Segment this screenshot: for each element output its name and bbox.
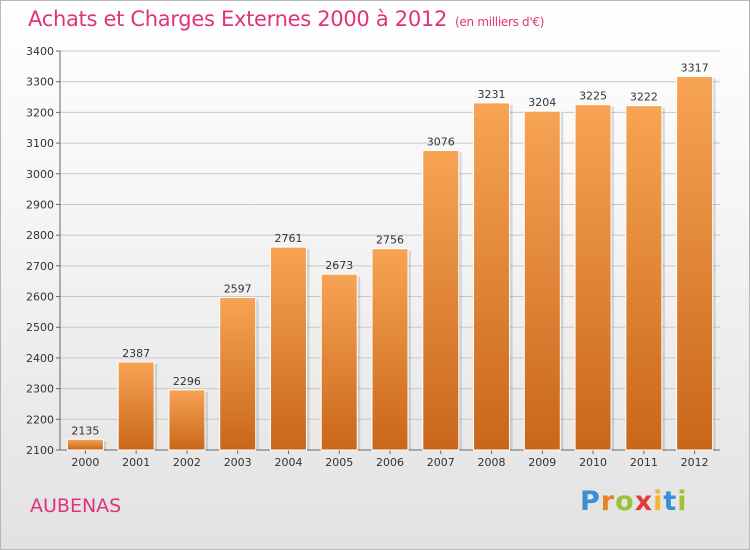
commune-label: AUBENAS (30, 495, 122, 517)
bar-2002 (168, 389, 206, 451)
bar-2000 (66, 438, 104, 451)
x-tick-label: 2010 (579, 456, 607, 469)
y-tick-label: 3400 (26, 45, 54, 58)
y-tick-label: 3200 (26, 106, 54, 119)
x-tick-label: 2006 (376, 456, 404, 469)
label-layer: 2135 2387 2296 2597 2761 2673 2756 3076 3231 3204… (71, 61, 708, 437)
data-label: 2135 (71, 424, 99, 437)
data-label: 2296 (173, 375, 201, 388)
chart-title-text: Achats et Charges Externes 2000 à 2012 (28, 7, 448, 31)
data-label: 2387 (122, 347, 150, 360)
bar-2003 (219, 296, 257, 451)
bar-2001 (117, 361, 155, 451)
data-label: 3317 (681, 61, 709, 74)
y-tick-label: 2400 (26, 352, 54, 365)
x-tick-label: 2009 (528, 456, 556, 469)
y-tick-label: 2200 (26, 413, 54, 426)
y-tick-label: 2500 (26, 321, 54, 334)
y-tick-label: 3300 (26, 76, 54, 89)
x-tick-label: 2000 (71, 456, 99, 469)
x-tick-label: 2005 (325, 456, 353, 469)
y-tick-label: 2300 (26, 383, 54, 396)
data-label: 3222 (630, 91, 658, 104)
bar-2008 (473, 102, 511, 451)
x-tick-label: 2011 (630, 456, 658, 469)
bar-2009 (523, 110, 561, 451)
data-label: 3225 (579, 90, 607, 103)
bar-layer (66, 75, 716, 451)
bar-2007 (422, 149, 460, 451)
x-tick-label: 2001 (122, 456, 150, 469)
data-label: 3076 (427, 135, 455, 148)
x-tick-label: 2004 (274, 456, 302, 469)
bar-2010 (574, 104, 612, 451)
chart-title: Achats et Charges Externes 2000 à 2012 (e… (28, 7, 544, 31)
y-tick-label: 2700 (26, 260, 54, 273)
x-tick-label: 2002 (173, 456, 201, 469)
data-label: 2761 (274, 232, 302, 245)
axis-layer: 2100 2200 2300 2400 2500 2600 2700 2800 2900 3000… (26, 45, 720, 469)
y-tick-label: 2100 (26, 444, 54, 457)
x-tick-label: 2003 (224, 456, 252, 469)
data-label: 2597 (224, 282, 252, 295)
y-tick-label: 2600 (26, 291, 54, 304)
data-label: 3204 (528, 96, 556, 109)
y-tick-label: 2900 (26, 198, 54, 211)
data-label: 2673 (325, 259, 353, 272)
data-label: 2756 (376, 234, 404, 247)
chart-unit: (en milliers d'€) (455, 15, 545, 29)
y-tick-label: 2800 (26, 229, 54, 242)
proxiti-logo[interactable]: Proxiti (580, 486, 688, 517)
y-tick-label: 3100 (26, 137, 54, 150)
bar-2004 (269, 246, 307, 451)
bar-2012 (676, 75, 714, 451)
data-label: 3231 (478, 88, 506, 101)
bar-2011 (625, 105, 663, 451)
y-tick-label: 3000 (26, 168, 54, 181)
bar-2006 (371, 248, 409, 451)
x-tick-label: 2008 (478, 456, 506, 469)
x-tick-label: 2007 (427, 456, 455, 469)
x-tick-label: 2012 (681, 456, 709, 469)
bar-2005 (320, 273, 358, 451)
